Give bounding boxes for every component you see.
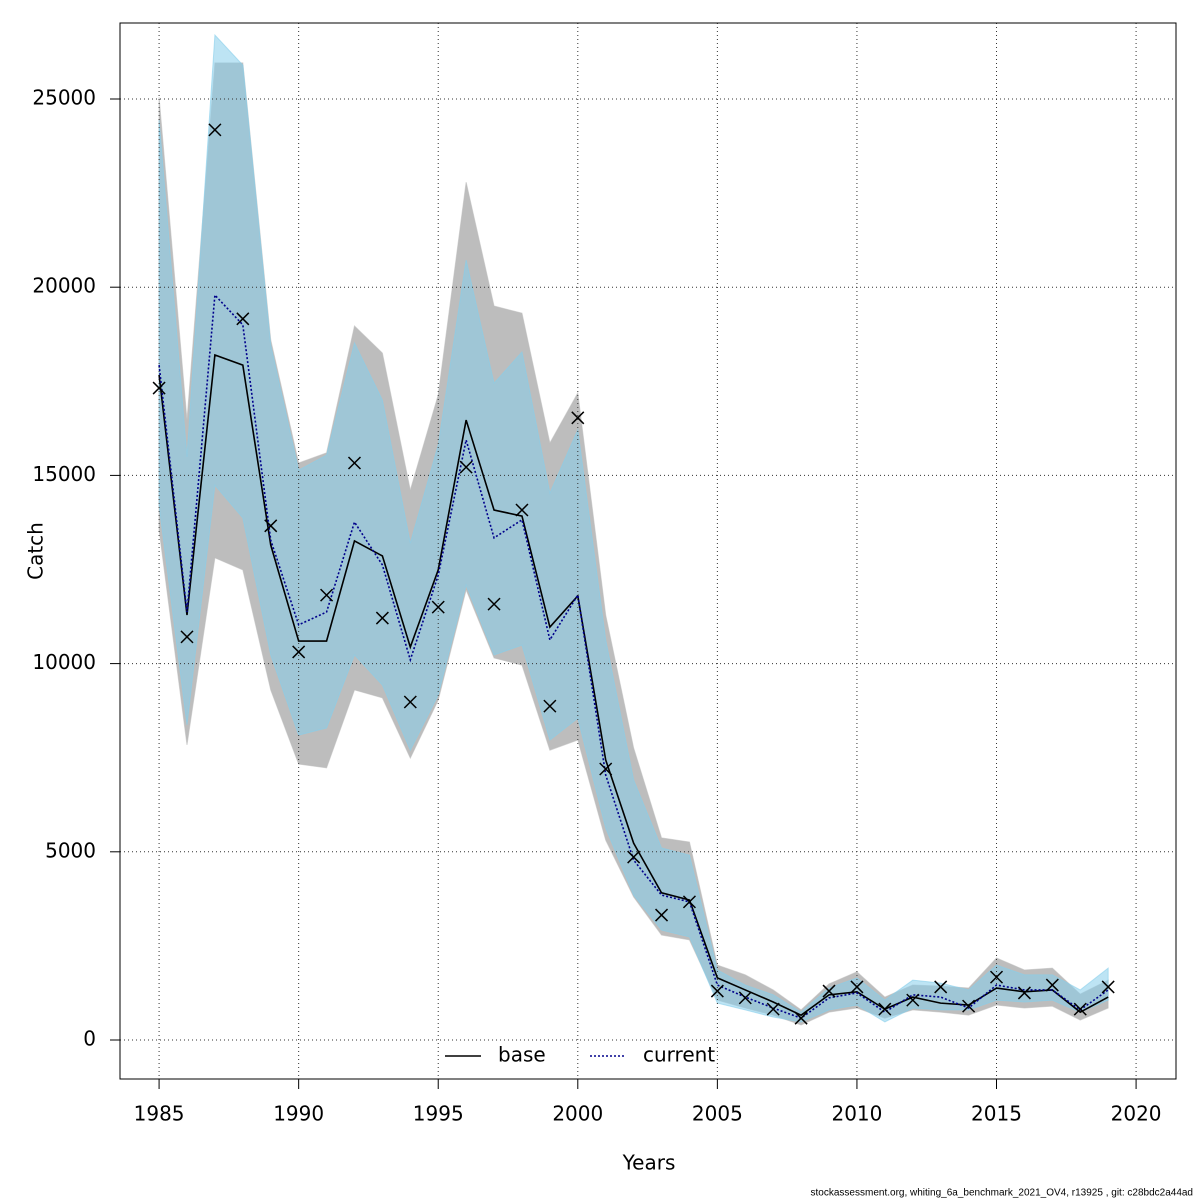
observation-marker [180, 630, 194, 644]
observation-marker [292, 645, 306, 659]
observation-marker [431, 600, 445, 614]
x-axis-label: Years [622, 1151, 676, 1175]
observation-marker [152, 381, 166, 395]
observation-marker [934, 980, 948, 994]
observation-marker [459, 460, 473, 474]
x-tick-label: 2000 [552, 1102, 603, 1126]
observation-marker [878, 1002, 892, 1016]
legend-label: current [643, 1043, 715, 1067]
y-tick-label: 0 [83, 1027, 96, 1051]
observation-marker [989, 970, 1004, 984]
observation-marker [655, 908, 669, 922]
observation-marker [710, 984, 724, 998]
observation-marker [515, 503, 529, 517]
y-tick-label: 5000 [45, 838, 96, 862]
confidence-band [158, 33, 1109, 1023]
legend-label: base [498, 1043, 546, 1067]
observation-marker [375, 611, 389, 625]
observation-marker [1045, 978, 1059, 992]
observation-marker [627, 850, 641, 864]
y-tick-label: 15000 [32, 462, 96, 486]
observation-marker [682, 895, 696, 909]
x-tick-label: 2010 [831, 1102, 882, 1126]
x-tick-label: 1995 [413, 1102, 464, 1126]
y-tick-label: 25000 [32, 85, 96, 109]
series-line [158, 293, 1109, 1020]
observation-marker [599, 762, 613, 776]
footer: stockassessment.org, whiting_6a_benchmar… [811, 1188, 1193, 1199]
observation-marker [1073, 1002, 1087, 1016]
observation-marker [208, 123, 222, 137]
observation-marker [906, 993, 920, 1007]
observation-marker [347, 456, 362, 470]
observation-marker [794, 1011, 808, 1025]
observation-marker [571, 411, 585, 425]
x-tick-label: 2005 [692, 1102, 743, 1126]
observation-marker [236, 312, 250, 326]
observation-marker [264, 519, 278, 533]
y-tick-label: 10000 [32, 650, 96, 674]
observation-marker [850, 980, 864, 994]
observation-marker [403, 695, 417, 709]
x-tick-label: 2020 [1111, 1102, 1162, 1126]
observation-marker [320, 588, 334, 602]
observation-marker [766, 1002, 780, 1016]
x-tick-label: 2015 [971, 1102, 1022, 1126]
observation-marker [738, 991, 752, 1005]
x-tick-label: 1985 [134, 1102, 185, 1126]
series-line [158, 353, 1109, 1017]
observation-marker [822, 984, 836, 998]
observation-marker [543, 699, 557, 713]
observation-marker [1101, 980, 1115, 994]
observation-marker [962, 999, 976, 1013]
observation-marker [487, 597, 501, 611]
y-tick-label: 20000 [32, 274, 96, 298]
y-axis-label: Catch [24, 522, 48, 580]
x-tick-label: 1990 [273, 1102, 324, 1126]
observation-marker [1017, 986, 1031, 1000]
